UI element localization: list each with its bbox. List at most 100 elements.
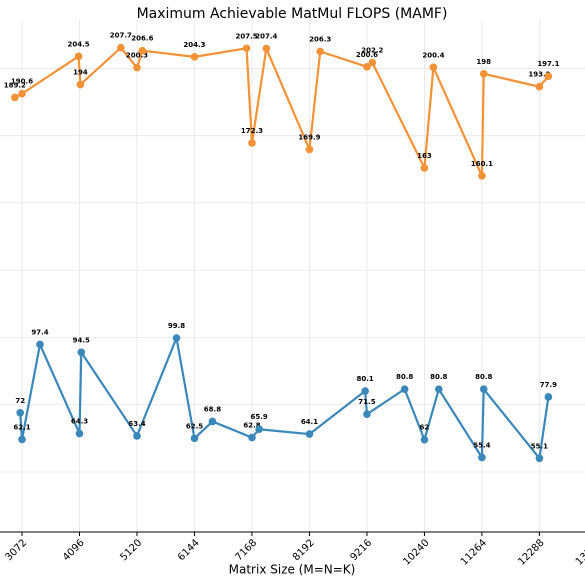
value-label: 190.6 — [11, 78, 33, 86]
value-label: 204.5 — [68, 40, 90, 48]
value-label: 207.4 — [255, 33, 277, 41]
series-line — [14, 44, 550, 177]
value-label: 189.2 — [4, 81, 26, 89]
point — [544, 72, 553, 81]
value-label: 62 — [420, 424, 430, 432]
x-tick-label: 5120 — [118, 537, 144, 563]
value-label: 206.3 — [309, 35, 331, 43]
x-tick-label: 12288 — [516, 537, 546, 567]
point — [16, 409, 25, 417]
point — [172, 334, 181, 342]
value-label: 200.6 — [356, 51, 378, 59]
value-label: 193.2 — [528, 71, 550, 79]
value-label: 63.4 — [128, 420, 145, 428]
point — [75, 429, 84, 438]
x-tick-label: 7168 — [233, 537, 259, 563]
value-label: 94.5 — [73, 336, 90, 344]
point — [248, 139, 256, 147]
x-tick-label: 8192 — [291, 537, 317, 563]
point — [361, 387, 369, 395]
x-axis-label: Matrix Size (M=N=K) — [229, 563, 356, 577]
point — [76, 80, 85, 89]
value-label: 80.8 — [475, 373, 492, 381]
value-label: 207.7 — [110, 32, 132, 40]
point — [77, 348, 86, 357]
point — [316, 47, 325, 56]
point — [305, 145, 314, 154]
value-label: 62.8 — [243, 422, 260, 430]
value-label: 97.4 — [31, 328, 48, 336]
point — [479, 385, 488, 393]
point — [74, 52, 83, 61]
value-label: 77.9 — [540, 381, 557, 389]
value-label: 169.9 — [298, 133, 320, 141]
point — [117, 43, 125, 52]
value-label: 163 — [417, 152, 432, 160]
point — [190, 434, 199, 443]
value-label: 55.4 — [473, 441, 490, 449]
value-label: 68.8 — [204, 405, 221, 413]
value-label: 160.1 — [471, 160, 493, 168]
value-label: 80.8 — [396, 373, 413, 381]
point — [208, 417, 217, 426]
x-tick-label: 10240 — [401, 537, 431, 567]
point — [400, 385, 409, 393]
point — [262, 44, 271, 53]
x-tick-label: 11264 — [459, 537, 489, 567]
value-label: 65.9 — [251, 413, 268, 421]
point — [11, 93, 19, 102]
value-label: 64.1 — [301, 418, 318, 426]
x-tick-label: 9216 — [348, 537, 374, 563]
point — [535, 82, 544, 91]
point — [190, 53, 199, 61]
chart-title: Maximum Achievable MatMul FLOPS (MAMF) — [137, 6, 448, 22]
value-label: 202.2 — [361, 47, 383, 55]
value-label: 71.5 — [358, 398, 375, 406]
point — [363, 63, 371, 71]
series-line — [19, 334, 550, 462]
value-label: 55.1 — [531, 442, 548, 450]
x-tick-label: 3072 — [3, 537, 29, 563]
point — [435, 385, 443, 393]
point — [18, 89, 26, 98]
value-label: 197.1 — [537, 60, 559, 68]
value-label: 172.3 — [241, 127, 263, 135]
point — [368, 58, 377, 67]
value-label: 200.4 — [422, 51, 444, 59]
point — [429, 63, 438, 72]
x-tick-label: 4096 — [61, 537, 87, 563]
x-tick-label: 6144 — [176, 537, 202, 563]
point — [363, 410, 371, 418]
value-label: 80.1 — [357, 375, 374, 383]
value-label: 72 — [15, 397, 25, 405]
point — [242, 44, 251, 53]
point — [305, 430, 314, 438]
value-label: 99.8 — [168, 322, 185, 330]
point — [18, 435, 26, 444]
point — [478, 453, 486, 462]
point — [478, 171, 486, 180]
point — [138, 46, 147, 55]
point — [479, 70, 488, 78]
value-label: 80.8 — [430, 373, 447, 381]
value-label: 207.5 — [235, 32, 257, 40]
value-label: 194 — [73, 69, 88, 77]
value-label: 62.1 — [13, 423, 30, 431]
point — [133, 63, 141, 72]
x-tick-label: 13312 — [574, 537, 585, 567]
value-label: 206.6 — [131, 35, 153, 43]
point — [133, 432, 141, 440]
value-label: 64.3 — [71, 418, 88, 426]
value-label: 200.3 — [126, 52, 148, 60]
point — [36, 340, 44, 349]
point — [420, 435, 429, 444]
point — [248, 433, 256, 442]
value-label: 198 — [476, 58, 491, 66]
value-label: 62.5 — [186, 422, 203, 430]
value-label: 204.3 — [183, 41, 205, 49]
point — [420, 164, 429, 172]
point — [535, 454, 544, 463]
point — [255, 425, 263, 434]
point — [544, 393, 553, 401]
